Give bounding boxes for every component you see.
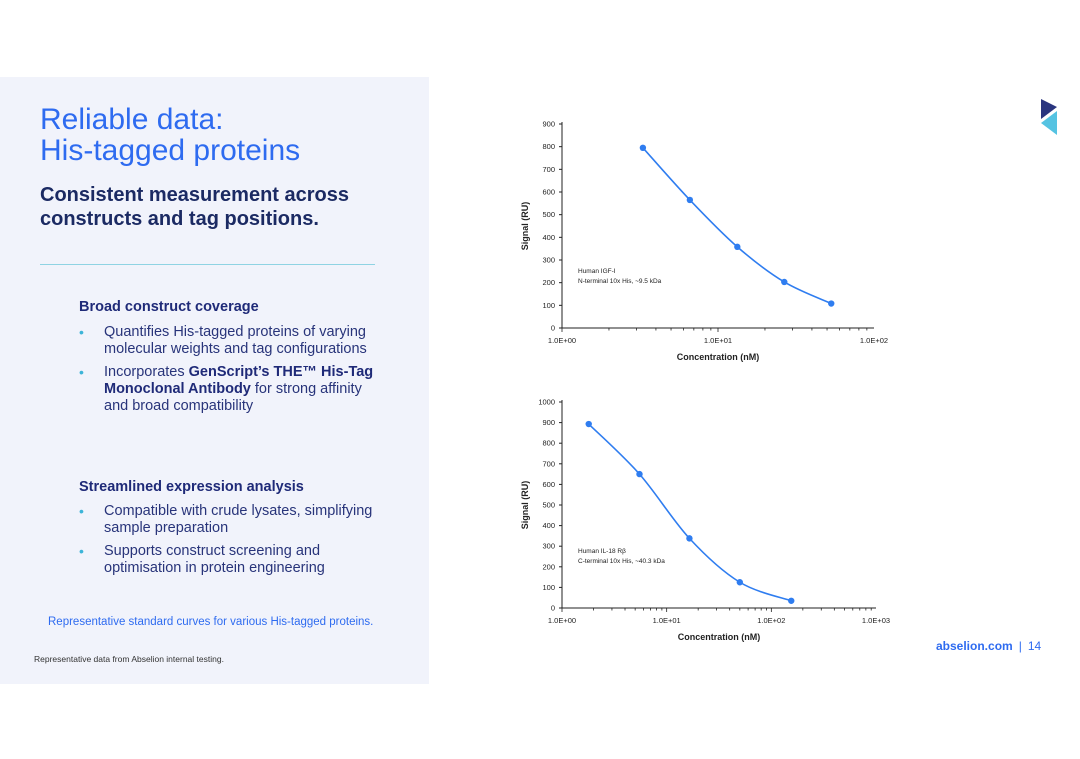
data-point: [636, 470, 643, 478]
y-tick-label: 100: [542, 301, 555, 310]
bullet-list-expression: • Compatible with crude lysates, simplify…: [79, 503, 379, 583]
data-point: [686, 196, 694, 204]
y-tick-label: 400: [542, 233, 555, 242]
y-tick-label: 800: [542, 142, 555, 151]
y-tick-label: 600: [542, 480, 555, 489]
annotation-line: C-terminal 10x His, ~40.3 kDa: [578, 558, 665, 565]
bullet-dot-icon: •: [79, 503, 84, 519]
bullet-text: Quantifies His-tagged proteins of varyin…: [104, 324, 367, 357]
data-point: [734, 243, 741, 251]
data-point: [788, 597, 795, 604]
bullet-text: Incorporates GenScript’s THE™ His-Tag Mo…: [104, 364, 374, 414]
y-tick-label: 700: [542, 459, 555, 468]
series-line: [588, 423, 792, 602]
list-item: • Quantifies His-tagged proteins of varyi…: [79, 324, 379, 358]
x-axis-label: Concentration (nM): [677, 352, 760, 362]
bullet-list-coverage: • Quantifies His-tagged proteins of varyi…: [79, 324, 379, 421]
y-tick-label: 1000: [538, 398, 555, 407]
y-tick-label: 900: [542, 418, 555, 427]
y-tick-label: 500: [542, 210, 555, 219]
footnote: Representative data from Abselion intern…: [34, 654, 224, 664]
bullet-dot-icon: •: [79, 324, 84, 340]
chart-annotation: Human IGF-I N-terminal 10x His, ~9.5 kDa: [578, 268, 662, 285]
data-point: [781, 278, 788, 286]
annotation-line: Human IGF-I: [578, 268, 616, 275]
y-tick-label: 500: [542, 501, 555, 510]
data-point: [828, 300, 835, 307]
abselion-logo-icon: [1041, 99, 1057, 135]
y-tick-label: 800: [542, 439, 555, 448]
section-heading-coverage: Broad construct coverage: [79, 299, 259, 315]
chart-il18rb: 0 100 200 300 400 500 600 700 800 900 1000 1.0E+00 1…: [520, 398, 890, 643]
y-tick-label: 600: [542, 188, 555, 197]
title-line-1: Reliable data:: [40, 103, 224, 136]
bullet-text: Compatible with crude lysates, simplifyi…: [104, 503, 373, 536]
y-tick-label: 300: [542, 256, 555, 265]
annotation-line: N-terminal 10x His, ~9.5 kDa: [578, 278, 662, 285]
x-axis-label: Concentration (nM): [678, 632, 761, 642]
footer-separator: |: [1018, 639, 1022, 653]
chart-caption: Representative standard curves for vario…: [48, 616, 374, 628]
x-tick-label: 1.0E+01: [653, 616, 681, 625]
subtitle-line-2: constructs and tag positions.: [40, 208, 319, 230]
page-number: 14: [1027, 639, 1042, 653]
list-item: • Supports construct screening and optimi…: [79, 543, 379, 577]
x-tick-label: 1.0E+01: [704, 336, 732, 345]
y-tick-label: 900: [542, 120, 555, 129]
y-tick-label: 100: [542, 583, 555, 592]
slide-title: Reliable data: His-tagged proteins: [40, 104, 300, 166]
data-point: [736, 579, 744, 586]
y-tick-label: 0: [551, 324, 555, 333]
x-tick-label: 1.0E+02: [860, 336, 888, 345]
subtitle-line-1: Consistent measurement across: [40, 184, 350, 206]
y-axis-label: Signal (RU): [520, 481, 530, 530]
chart-annotation: Human IL-18 Rβ C-terminal 10x His, ~40.3 …: [578, 548, 665, 565]
list-item: • Incorporates GenScript’s THE™ His-Tag M…: [79, 364, 379, 415]
y-tick-label: 700: [542, 165, 555, 174]
y-tick-label: 0: [551, 604, 555, 613]
y-axis-label: Signal (RU): [520, 202, 530, 251]
x-tick-label: 1.0E+00: [548, 616, 576, 625]
bold-phrase: GenScript’s THE™ His-Tag Monoclonal Anti…: [104, 364, 374, 397]
data-point: [639, 144, 647, 151]
divider: [40, 264, 375, 265]
list-item: • Compatible with crude lysates, simplify…: [79, 503, 379, 537]
x-tick-label: 1.0E+02: [757, 616, 785, 625]
bullet-dot-icon: •: [79, 364, 84, 380]
annotation-line: Human IL-18 Rβ: [578, 548, 626, 555]
footer: abselion.com | 14: [936, 639, 1041, 653]
chart-igf1: 0 100 200 300 400 500 600 700 800 900 1.0E+00 1.0E+…: [520, 120, 888, 363]
footer-website-link[interactable]: abselion.com: [936, 639, 1013, 653]
y-tick-label: 200: [542, 278, 555, 287]
series-line: [642, 147, 832, 305]
y-tick-label: 300: [542, 542, 555, 551]
y-tick-label: 400: [542, 521, 555, 530]
left-panel: [0, 77, 429, 684]
title-line-2: His-tagged proteins: [40, 134, 301, 167]
slide-subtitle: Consistent measurement across constructs…: [40, 183, 400, 231]
bullet-dot-icon: •: [79, 543, 84, 559]
x-tick-label: 1.0E+00: [548, 336, 576, 345]
data-point: [686, 535, 693, 542]
section-heading-expression: Streamlined expression analysis: [79, 479, 304, 495]
data-point: [585, 420, 592, 428]
bullet-text: Supports construct screening and optimis…: [104, 543, 325, 576]
x-tick-label: 1.0E+03: [862, 616, 890, 625]
y-tick-label: 200: [542, 562, 555, 571]
